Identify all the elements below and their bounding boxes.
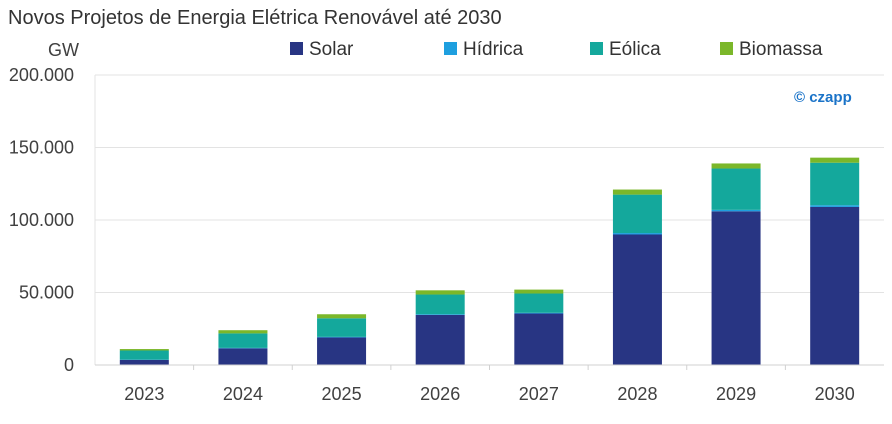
x-tick-label: 2024 [223, 384, 263, 404]
bar-segment [711, 209, 761, 212]
y-tick-label: 100.000 [9, 210, 74, 230]
x-tick-label: 2027 [519, 384, 559, 404]
legend-label: Solar [309, 39, 354, 60]
bar-segment [218, 348, 268, 365]
legend-label: Biomassa [739, 39, 823, 60]
legend-label: Eólica [609, 39, 661, 60]
watermark: © czapp [794, 89, 852, 106]
bars [119, 157, 860, 365]
bar-segment [810, 157, 860, 163]
legend-swatch [590, 42, 603, 55]
x-tick-label: 2025 [322, 384, 362, 404]
y-tick-label: 0 [64, 355, 74, 375]
bar-segment [415, 294, 465, 315]
bar-segment [612, 233, 662, 235]
legend-swatch [444, 42, 457, 55]
bar-segment [514, 289, 564, 294]
y-tick-label: 200.000 [9, 65, 74, 85]
bar-segment [612, 234, 662, 365]
y-tick-label: 150.000 [9, 138, 74, 158]
bar-segment [415, 314, 465, 365]
bar-segment [514, 313, 564, 365]
bar-segment [612, 194, 662, 234]
bar-segment [711, 211, 761, 365]
x-tick-label: 2029 [716, 384, 756, 404]
y-axis-ticks: 0 50.000 100.000 150.000 200.000 [9, 65, 74, 375]
bar-segment [810, 205, 860, 207]
y-tick-label: 50.000 [19, 283, 74, 303]
x-tick-label: 2028 [617, 384, 657, 404]
bar-segment [415, 290, 465, 295]
bar-segment [218, 330, 268, 334]
bar-segment [711, 168, 761, 210]
bar-segment [218, 333, 268, 348]
bar-segment [810, 206, 860, 365]
bar-segment [317, 318, 367, 337]
legend: Solar Hídrica Eólica Biomassa [290, 39, 823, 60]
chart-title: Novos Projetos de Energia Elétrica Renov… [8, 7, 502, 29]
legend-label: Hídrica [463, 39, 524, 60]
bar-segment [415, 314, 465, 315]
bar-segment [612, 189, 662, 195]
legend-swatch [720, 42, 733, 55]
bar-segment [119, 350, 169, 360]
x-tick-label: 2023 [124, 384, 164, 404]
gridlines [94, 74, 884, 365]
legend-swatch [290, 42, 303, 55]
y-axis-unit: GW [48, 40, 79, 60]
bar-segment [514, 293, 564, 313]
bar-segment [810, 162, 860, 206]
x-axis-ticks: 2023 2024 2025 2026 2027 2028 2029 2030 [124, 365, 855, 404]
bar-segment [514, 312, 564, 314]
bar-segment [711, 163, 761, 169]
x-tick-label: 2030 [815, 384, 855, 404]
bar-segment [119, 349, 169, 351]
bar-segment [119, 359, 169, 365]
x-tick-label: 2026 [420, 384, 460, 404]
bar-segment [317, 337, 367, 365]
bar-segment [317, 336, 367, 338]
bar-segment [317, 314, 367, 319]
